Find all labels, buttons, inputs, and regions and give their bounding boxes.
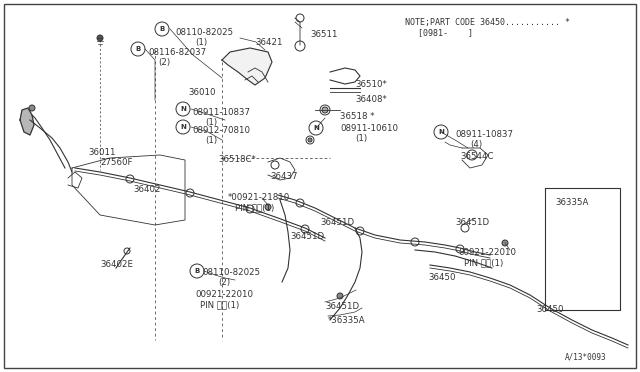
Text: (2): (2) (158, 58, 170, 67)
Text: 36402E: 36402E (100, 260, 133, 269)
Text: (4): (4) (470, 140, 482, 149)
Text: 36335A: 36335A (555, 198, 588, 207)
Text: PIN ピン(1): PIN ピン(1) (200, 300, 239, 309)
Polygon shape (20, 108, 34, 135)
Text: (1): (1) (205, 136, 217, 145)
Text: 08116-82037: 08116-82037 (148, 48, 206, 57)
Text: 36451D: 36451D (325, 302, 359, 311)
Text: 36011: 36011 (88, 148, 115, 157)
Text: A/13*0093: A/13*0093 (565, 353, 607, 362)
Text: N: N (180, 106, 186, 112)
Text: 36544C: 36544C (460, 152, 493, 161)
Circle shape (337, 293, 343, 299)
Text: 36421: 36421 (255, 38, 282, 47)
Text: 36451D: 36451D (290, 232, 324, 241)
Text: (1): (1) (195, 38, 207, 47)
Text: 00921-22010: 00921-22010 (458, 248, 516, 257)
Text: [0981-    ]: [0981- ] (418, 28, 473, 37)
Text: (2): (2) (218, 278, 230, 287)
Text: N: N (438, 129, 444, 135)
Polygon shape (222, 48, 272, 85)
Text: PIN ピン(1): PIN ピン(1) (464, 258, 503, 267)
Text: 36518 *: 36518 * (340, 112, 374, 121)
Circle shape (308, 138, 312, 142)
Text: 36408*: 36408* (355, 95, 387, 104)
Text: PIN ピン(1): PIN ピン(1) (235, 203, 275, 212)
Text: 00921-22010: 00921-22010 (195, 290, 253, 299)
Text: 36451D: 36451D (455, 218, 489, 227)
Text: 08911-10610: 08911-10610 (340, 124, 398, 133)
Text: B: B (136, 46, 141, 52)
Circle shape (322, 107, 328, 113)
Text: 36010: 36010 (188, 88, 216, 97)
Text: NOTE;PART CODE 36450........... *: NOTE;PART CODE 36450........... * (405, 18, 570, 27)
Text: 08911-10837: 08911-10837 (192, 108, 250, 117)
Text: 08912-70810: 08912-70810 (192, 126, 250, 135)
Text: (1): (1) (355, 134, 367, 143)
Circle shape (97, 35, 103, 41)
Text: 36402: 36402 (133, 185, 161, 194)
Text: 36451D: 36451D (320, 218, 354, 227)
Text: 36450: 36450 (428, 273, 456, 282)
Text: 36437: 36437 (270, 172, 298, 181)
Text: B: B (159, 26, 164, 32)
Circle shape (29, 105, 35, 111)
Text: 36450: 36450 (536, 305, 563, 314)
Text: 36510*: 36510* (355, 80, 387, 89)
Text: 08911-10837: 08911-10837 (455, 130, 513, 139)
Text: *36335A: *36335A (328, 316, 365, 325)
Text: 36511: 36511 (310, 30, 337, 39)
Text: B: B (195, 268, 200, 274)
Text: N: N (180, 124, 186, 130)
Text: 08110-82025: 08110-82025 (202, 268, 260, 277)
Text: (1): (1) (205, 118, 217, 127)
Circle shape (265, 204, 271, 210)
Text: 27560F: 27560F (100, 158, 132, 167)
Text: 36518C*: 36518C* (218, 155, 256, 164)
Circle shape (502, 240, 508, 246)
Text: *00921-21810: *00921-21810 (228, 193, 291, 202)
Text: 08110-82025: 08110-82025 (175, 28, 233, 37)
Text: N: N (313, 125, 319, 131)
